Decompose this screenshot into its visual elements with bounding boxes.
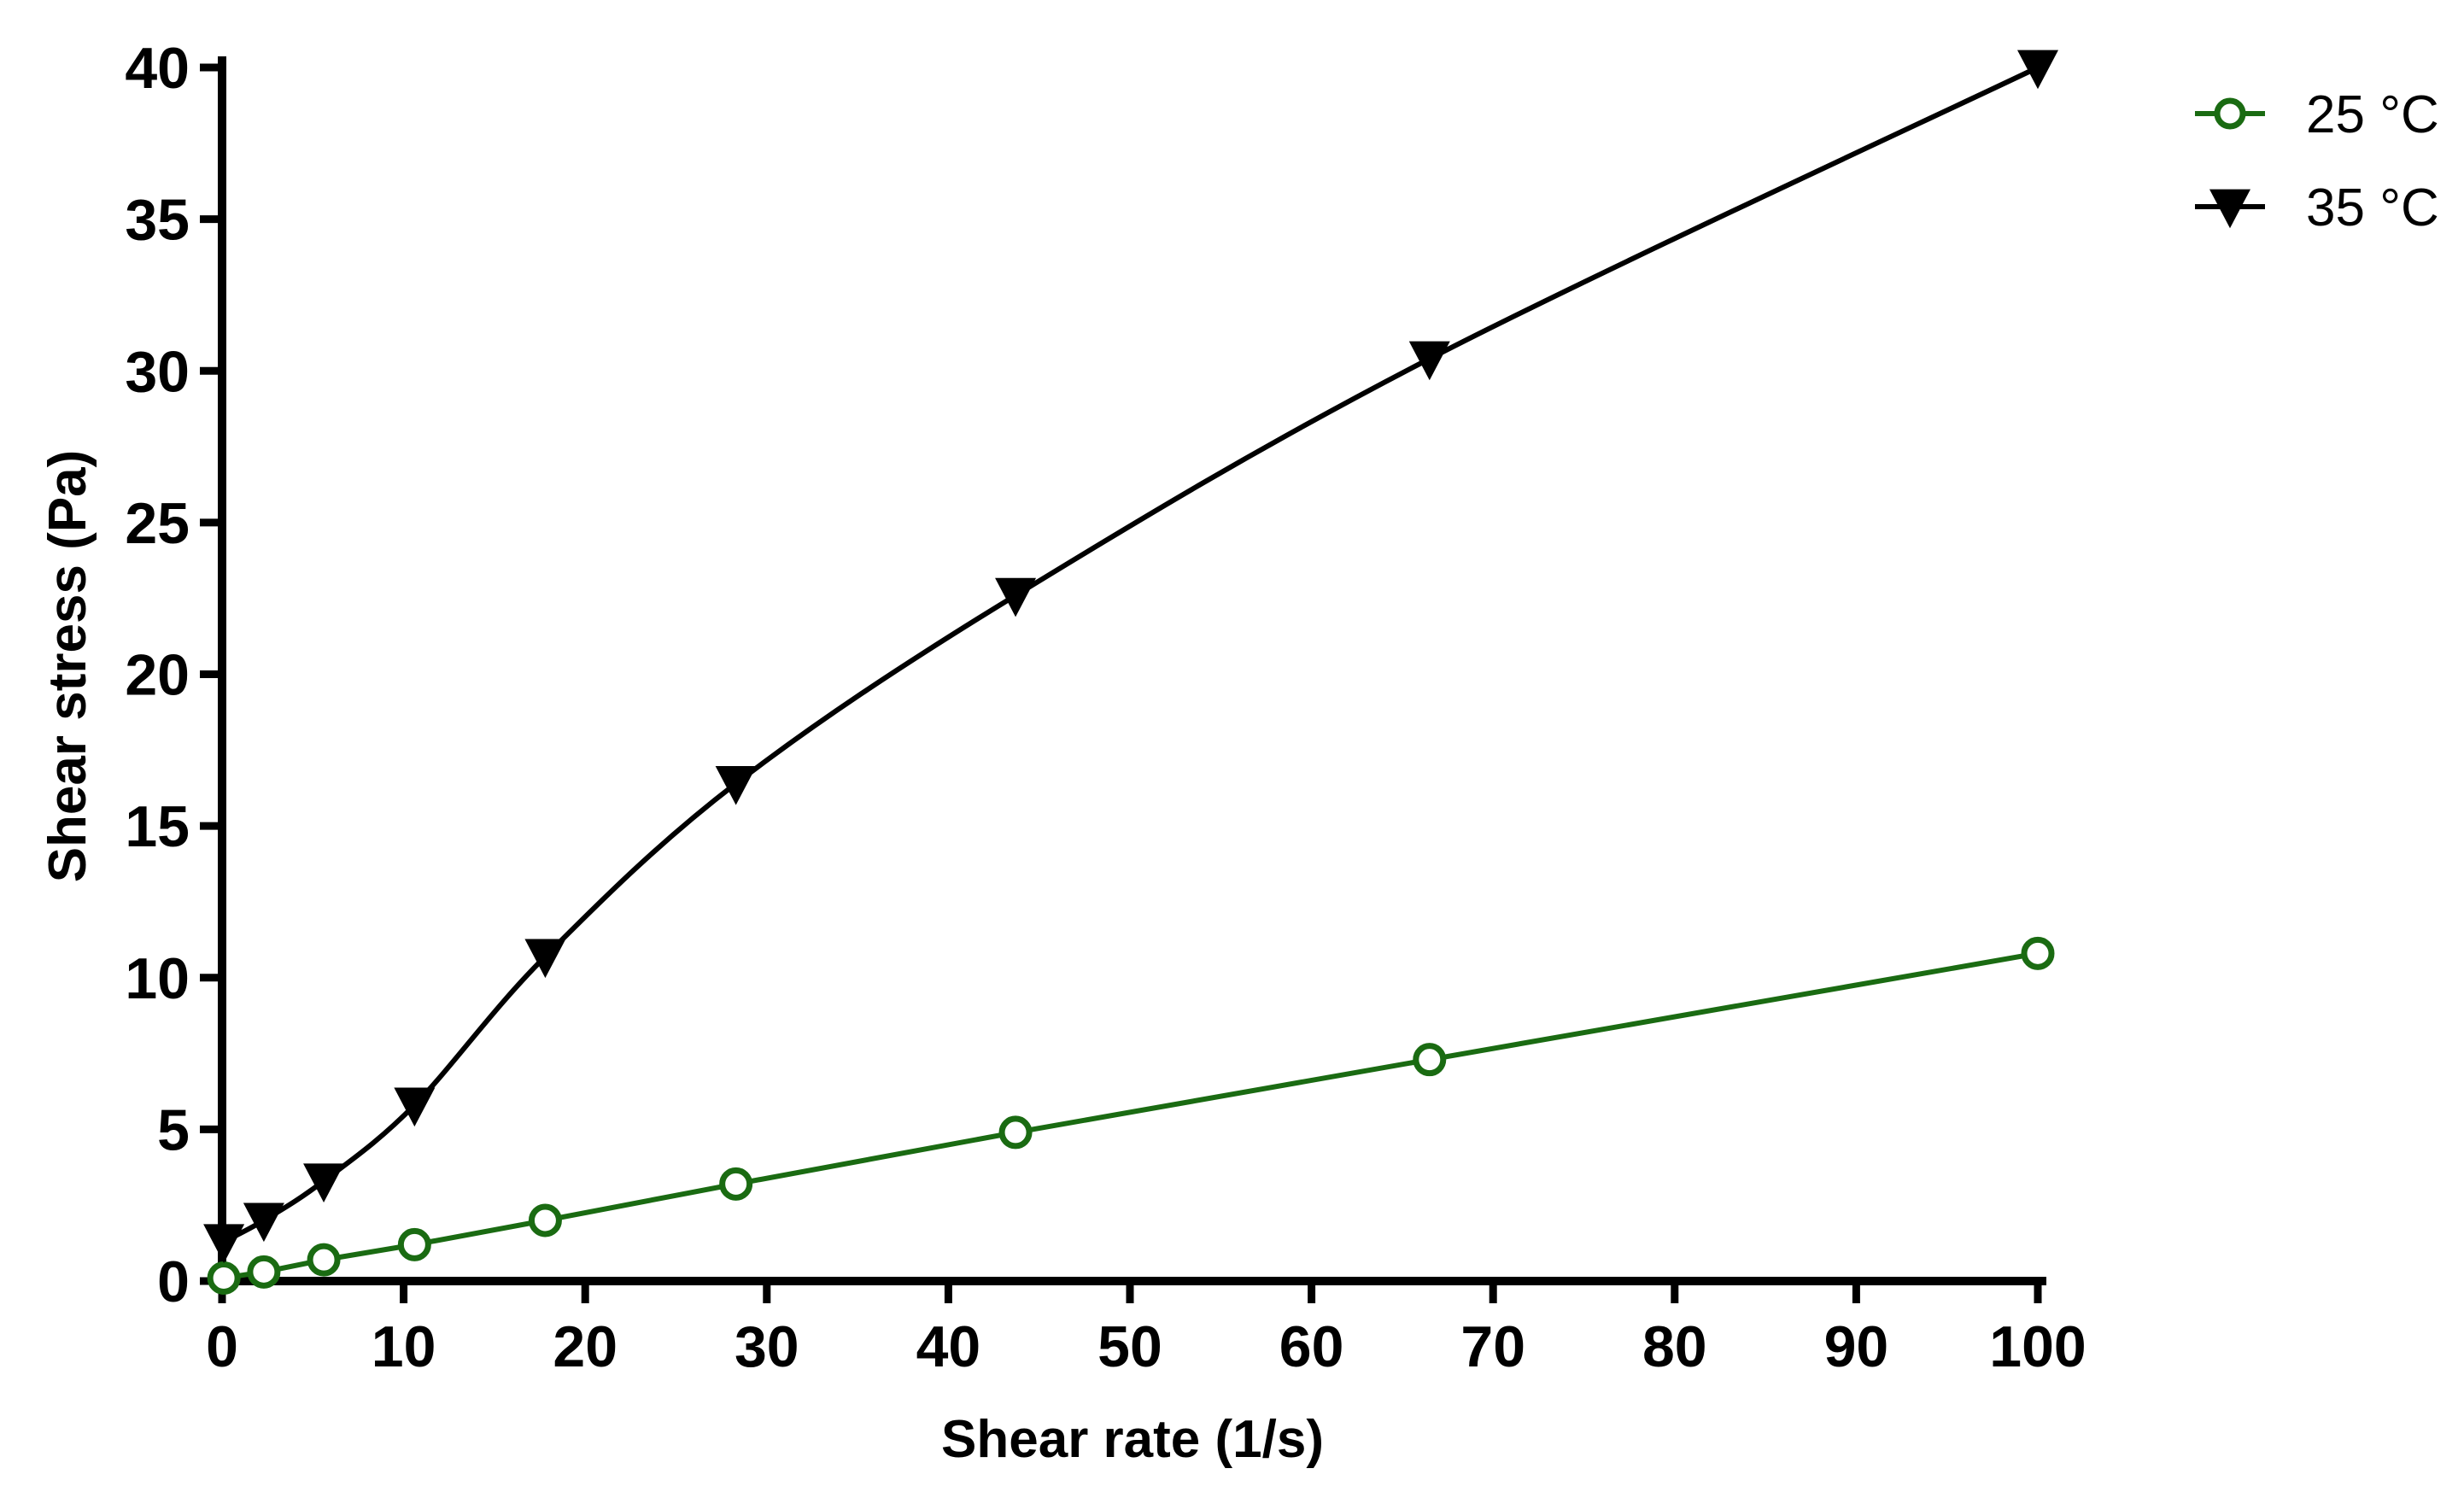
y-tick-label: 35 — [125, 188, 190, 253]
legend-label: 25 °C — [2306, 85, 2439, 144]
data-point — [1408, 341, 1450, 381]
y-axis-ticks: 0 5 10 15 20 25 30 35 40 — [125, 36, 222, 1314]
data-point — [394, 1087, 436, 1127]
legend-item: 35 °C — [2195, 178, 2439, 237]
data-point — [719, 1167, 753, 1201]
legend-label: 35 °C — [2306, 178, 2439, 237]
data-point — [397, 1227, 431, 1261]
data-point — [1413, 1043, 1447, 1077]
x-axis-label: Shear rate (1/s) — [941, 1410, 1324, 1469]
legend-marker — [2209, 189, 2250, 229]
data-point — [998, 1115, 1033, 1150]
data-point — [528, 1203, 562, 1237]
legend-marker — [2214, 97, 2246, 130]
data-point — [2021, 936, 2055, 970]
series-layer — [203, 50, 2058, 1295]
x-tick-label: 0 — [206, 1314, 238, 1379]
series-line — [222, 65, 2040, 1244]
series-line — [223, 951, 2039, 1281]
x-tick-label: 20 — [553, 1314, 617, 1379]
x-tick-label: 10 — [372, 1314, 436, 1379]
x-tick-label: 30 — [735, 1314, 799, 1379]
series-25c — [207, 936, 2055, 1295]
data-point — [524, 939, 566, 979]
x-tick-label: 40 — [916, 1314, 981, 1379]
data-point — [203, 1224, 245, 1264]
data-point — [2017, 50, 2058, 90]
y-tick-label: 40 — [125, 36, 190, 101]
legend: 25 °C 35 °C — [2195, 85, 2439, 237]
y-tick-label: 25 — [125, 491, 190, 556]
y-tick-label: 5 — [157, 1097, 190, 1162]
data-point — [207, 1261, 241, 1295]
series-35c — [203, 50, 2058, 1264]
x-tick-label: 80 — [1642, 1314, 1707, 1379]
x-tick-label: 70 — [1460, 1314, 1525, 1379]
axes — [214, 56, 2046, 1290]
data-point — [307, 1243, 341, 1277]
legend-item: 25 °C — [2195, 85, 2439, 144]
x-tick-label: 100 — [1989, 1314, 2086, 1379]
y-axis-label: Shear stress (Pa) — [38, 450, 97, 883]
x-tick-label: 50 — [1097, 1314, 1162, 1379]
y-tick-label: 20 — [125, 643, 190, 708]
x-tick-label: 90 — [1824, 1314, 1889, 1379]
data-point — [243, 1202, 284, 1243]
y-tick-label: 15 — [125, 794, 190, 859]
data-point — [995, 577, 1037, 617]
data-point — [715, 765, 757, 805]
y-tick-label: 30 — [125, 339, 190, 404]
y-tick-label: 10 — [125, 946, 190, 1011]
y-tick-label: 0 — [157, 1249, 190, 1314]
x-axis-ticks: 0 10 20 30 40 50 60 70 80 90 100 — [206, 1281, 2086, 1379]
data-point — [247, 1255, 281, 1289]
x-tick-label: 60 — [1279, 1314, 1344, 1379]
data-point — [303, 1163, 345, 1202]
